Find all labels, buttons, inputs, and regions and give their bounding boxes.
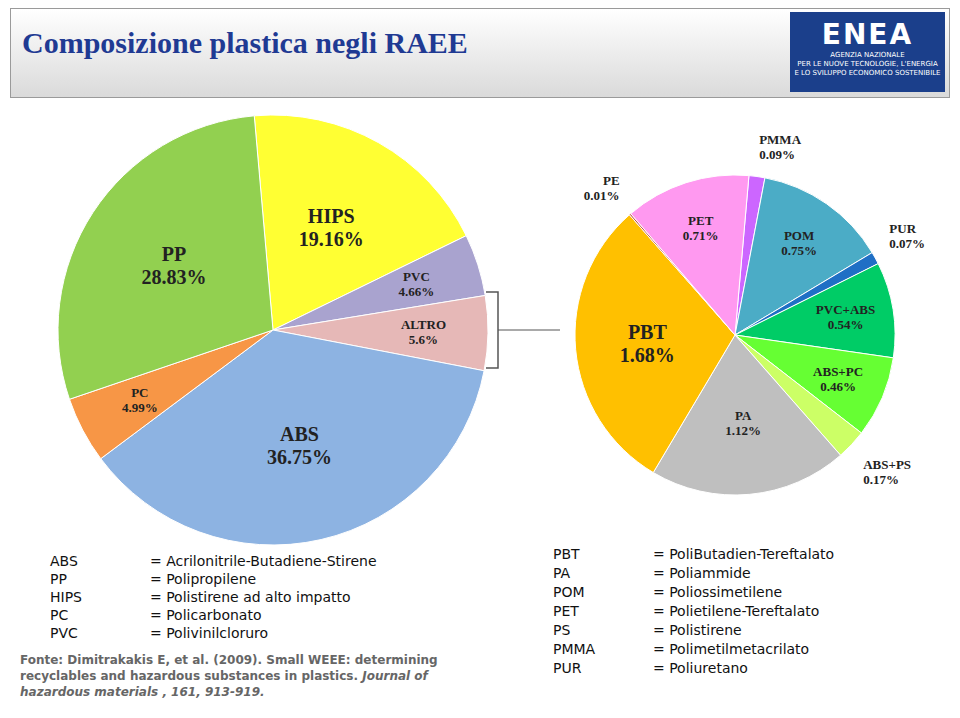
html-text:PMMA: PMMA xyxy=(553,641,596,657)
svg-text:ABS+PC0.46%: ABS+PC0.46% xyxy=(813,364,863,394)
html-text:PC: PC xyxy=(50,607,69,623)
html-text:= Polimetilmetacrilato: = Polimetilmetacrilato xyxy=(653,641,810,657)
html-text:AGENZIA NAZIONALE: AGENZIA NAZIONALE xyxy=(830,51,905,59)
html-text:POM: POM xyxy=(553,584,585,600)
svg-text:HIPS19.16%: HIPS19.16% xyxy=(299,205,364,250)
html-text:ABS: ABS xyxy=(50,553,78,569)
html-text:= Poliammide: = Poliammide xyxy=(653,565,751,581)
html-text:= PoliButadien-Tereftalato: = PoliButadien-Tereftalato xyxy=(653,546,835,562)
html-text:= Policarbonato: = Policarbonato xyxy=(150,607,262,623)
svg-text:PP28.83%: PP28.83% xyxy=(141,243,206,288)
html-text:= Polistirene: = Polistirene xyxy=(653,622,742,638)
html-text:PUR: PUR xyxy=(553,660,582,676)
svg-text:PC4.99%: PC4.99% xyxy=(122,385,158,415)
svg-text:POM0.75%: POM0.75% xyxy=(781,228,817,258)
html-text:PA: PA xyxy=(553,565,571,581)
html-text:HIPS: HIPS xyxy=(50,589,82,605)
html-text:Fonte: Dimitrakakis E, et al.: Fonte: Dimitrakakis E, et al. (2009). Sm… xyxy=(20,653,438,699)
html-text:PVC: PVC xyxy=(50,625,78,641)
html-text:PER LE NUOVE TECNOLOGIE, L'ENE: PER LE NUOVE TECNOLOGIE, L'ENERGIA xyxy=(797,60,938,68)
html-text:PBT: PBT xyxy=(553,546,580,562)
html-text:PS: PS xyxy=(553,622,571,638)
svg-text:PUR0.07%: PUR0.07% xyxy=(889,221,925,251)
html-text:ENEA: ENEA xyxy=(821,18,914,51)
svg-text:ALTRO5.6%: ALTRO5.6% xyxy=(401,317,446,347)
html-text:PP: PP xyxy=(50,571,67,587)
html-text:= Polipropilene: = Polipropilene xyxy=(150,571,257,587)
svg-text:PET0.71%: PET0.71% xyxy=(683,213,719,243)
html-text:= Polietilene-Tereftalato: = Polietilene-Tereftalato xyxy=(653,603,820,619)
svg-text:PMMA0.09%: PMMA0.09% xyxy=(759,132,801,162)
html-text:= Poliossimetilene: = Poliossimetilene xyxy=(653,584,783,600)
html-text:= Polistirene ad alto impatto: = Polistirene ad alto impatto xyxy=(150,589,351,605)
svg-text:PA1.12%: PA1.12% xyxy=(725,408,761,438)
html-text:Composizione plastica negli RA: Composizione plastica negli RAEE xyxy=(22,26,468,59)
svg-text:PVC4.66%: PVC4.66% xyxy=(399,269,435,299)
svg-text:PE0.01%: PE0.01% xyxy=(584,173,620,203)
svg-text:PBT1.68%: PBT1.68% xyxy=(620,321,675,366)
svg-text:ABS36.75%: ABS36.75% xyxy=(267,423,332,468)
html-text:PET: PET xyxy=(553,603,579,619)
html-text:E LO SVILUPPO ECONOMICO SOSTEN: E LO SVILUPPO ECONOMICO SOSTENIBILE xyxy=(794,69,941,77)
html-text:= Poliuretano: = Poliuretano xyxy=(653,660,748,676)
html-text:= Acrilonitrile-Butadiene-Stir: = Acrilonitrile-Butadiene-Stirene xyxy=(150,553,377,569)
html-text:= Polivinilcloruro: = Polivinilcloruro xyxy=(150,625,269,641)
svg-text:PVC+ABS0.54%: PVC+ABS0.54% xyxy=(816,302,875,332)
svg-text:ABS+PS0.17%: ABS+PS0.17% xyxy=(863,457,911,487)
